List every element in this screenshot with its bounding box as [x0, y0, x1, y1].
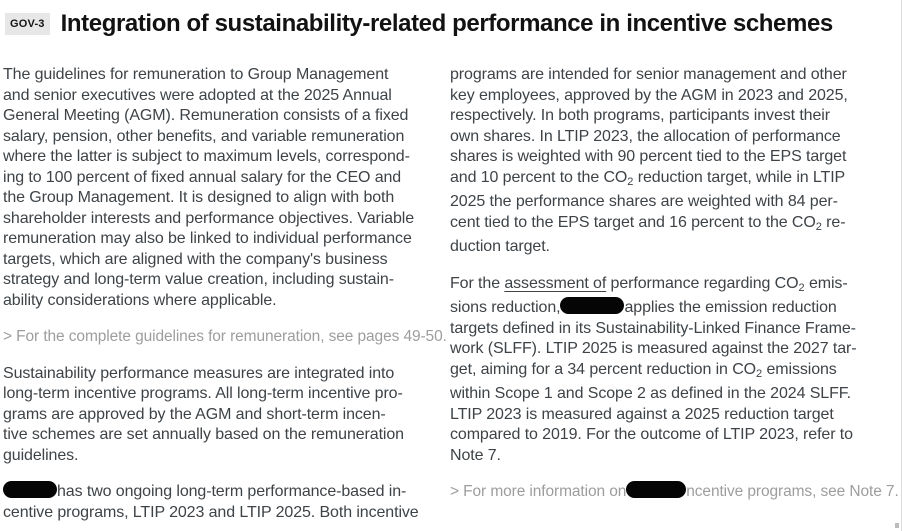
paragraph-co2-assessment: For the assessment of performance regard… — [450, 274, 860, 467]
corner-artifact-mark — [895, 523, 899, 528]
text-line: centive programs, LTIP 2023 and LTIP 202… — [3, 503, 419, 521]
reference-link-guidelines-pages-49-50[interactable]: > For the complete guidelines for remune… — [3, 327, 447, 348]
gov-3-tag-badge: GOV-3 — [5, 13, 50, 35]
paragraph-sustainability-measures: Sustainability performance measures are … — [3, 364, 420, 467]
text-line: cent tied to the EPS target and 16 perce… — [450, 213, 846, 233]
text-line: respectively. In both programs, particip… — [450, 107, 830, 124]
reference-link-incentive-note-7[interactable]: > For more information on ncentive progra… — [450, 481, 899, 503]
left-column: The guidelines for remuneration to Group… — [3, 65, 447, 523]
text-line: 2025 the performance shares are weighted… — [450, 193, 838, 210]
text-line: The guidelines for remuneration to Group… — [3, 66, 389, 83]
redaction-bar — [3, 481, 57, 499]
text-line: For the assessment of performance regard… — [450, 274, 848, 294]
text-line: ing to 100 percent of fixed annual salar… — [3, 168, 402, 186]
redaction-bar — [626, 481, 687, 499]
text-line: General Meeting (AGM). Remuneration cons… — [3, 107, 409, 124]
text-line: work (SLFF). LTIP 2025 is measured again… — [450, 340, 857, 357]
text-line: > For more information on ncentive progra… — [450, 481, 899, 500]
text-line: own shares. In LTIP 2023, the allocation… — [450, 127, 841, 145]
text-line: Note 7. — [450, 446, 501, 464]
two-column-body: The guidelines for remuneration to Group… — [0, 65, 901, 523]
text-line: get, aiming for a 34 percent reduction i… — [450, 360, 837, 380]
right-column: programs are intended for senior managem… — [450, 65, 899, 523]
text-line: long-term incentive programs. All long-t… — [3, 385, 403, 402]
page-title: Integration of sustainability-related pe… — [60, 10, 834, 37]
text-line: compared to 2019. For the outcome of LTI… — [450, 426, 853, 443]
text-line: grams are approved by the AGM and short-… — [3, 405, 386, 423]
paragraph-remuneration-guidelines: The guidelines for remuneration to Group… — [3, 65, 420, 311]
paragraph-program-weighting: programs are intended for senior managem… — [450, 65, 860, 258]
text-line: the Group Management. It is designed to … — [3, 189, 395, 206]
redaction-bar — [560, 297, 625, 315]
text-line: > For the complete guidelines for remune… — [3, 328, 447, 345]
text-line: remuneration may also be linked to indiv… — [3, 230, 412, 247]
text-line: sions reduction, applies the emission red… — [450, 297, 837, 316]
text-line: where the latter is subject to maximum l… — [3, 148, 410, 165]
text-line: within Scope 1 and Scope 2 as defined in… — [450, 385, 852, 402]
text-line: and senior executives were adopted at th… — [3, 86, 392, 104]
text-line: shares is weighted with 90 percent tied … — [450, 148, 847, 165]
text-line: salary, pension, other benefits, and var… — [3, 127, 405, 145]
text-line: has two ongoing long-term performance-ba… — [3, 481, 420, 503]
paragraph-ongoing-ltip-programs: has two ongoing long-term performance-ba… — [3, 481, 420, 523]
text-line: targets, which are aligned with the comp… — [3, 250, 388, 268]
text-line: Sustainability performance measures are … — [3, 364, 395, 382]
text-line: programs are intended for senior managem… — [450, 66, 847, 83]
text-line: LTIP 2023 is measured against a 2025 red… — [450, 405, 834, 423]
text-line: and 10 percent to the CO2 reduction targ… — [450, 168, 846, 188]
text-line: strategy and long-term value creation, i… — [3, 271, 394, 288]
text-line: guidelines. — [3, 446, 79, 464]
section-header: GOV-3 Integration of sustainability-rela… — [0, 0, 901, 39]
text-line: shareholder interests and performance ob… — [3, 209, 415, 227]
text-line: targets defined in its Sustainability-Li… — [450, 319, 856, 337]
text-line: ability considerations where applicable. — [3, 291, 277, 309]
text-line: tive schemes are set annually based on t… — [3, 426, 404, 443]
text-line: duction target. — [450, 238, 550, 255]
text-line: key employees, approved by the AGM in 20… — [450, 86, 848, 104]
